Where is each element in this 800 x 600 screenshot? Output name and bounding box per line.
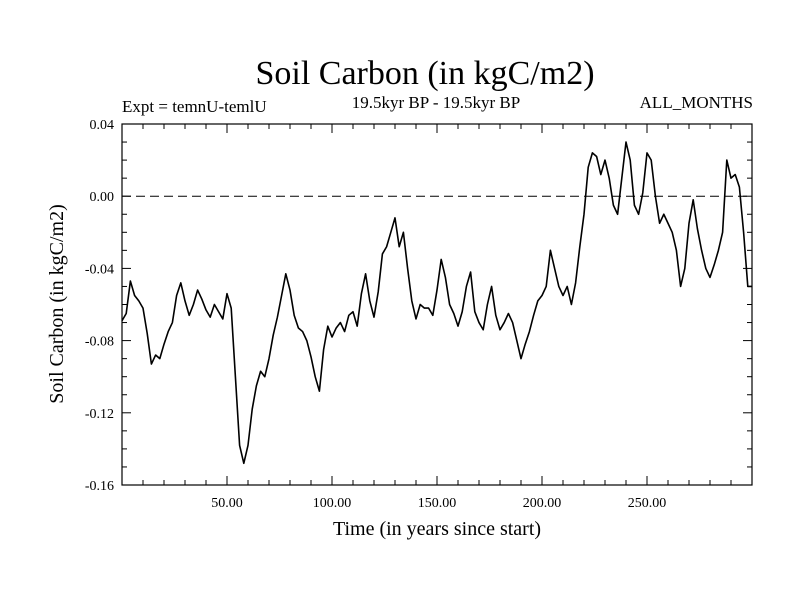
axes: 50.00 100.00 150.00 200.00 250.00 0.04 0.00 -0.…: [85, 118, 753, 511]
x-tick-label: 150.00: [418, 496, 457, 511]
y-tick-label: -0.08: [85, 335, 114, 350]
y-tick-label: 0.04: [90, 118, 115, 133]
y-axis-label: Soil Carbon (in kgC/m2): [46, 204, 68, 403]
x-tick-label: 100.00: [313, 496, 352, 511]
series-line: [121, 141, 752, 465]
y-tick-label: -0.12: [85, 407, 114, 422]
x-axis-label: Time (in years since start): [333, 518, 541, 540]
plot-frame: [121, 123, 753, 486]
y-tick-label: -0.04: [85, 262, 114, 277]
y-tick-label: 0.00: [90, 190, 115, 205]
y-tick-label: -0.16: [85, 479, 114, 494]
experiment-label: Expt = temnU-temlU: [122, 97, 267, 116]
months-label: ALL_MONTHS: [640, 93, 753, 112]
x-tick-label: 200.00: [523, 496, 562, 511]
x-tick-label: 50.00: [211, 496, 243, 511]
chart-title: Soil Carbon (in kgC/m2): [255, 55, 594, 92]
period-label: 19.5kyr BP - 19.5kyr BP: [352, 93, 520, 112]
x-tick-label: 250.00: [628, 496, 667, 511]
